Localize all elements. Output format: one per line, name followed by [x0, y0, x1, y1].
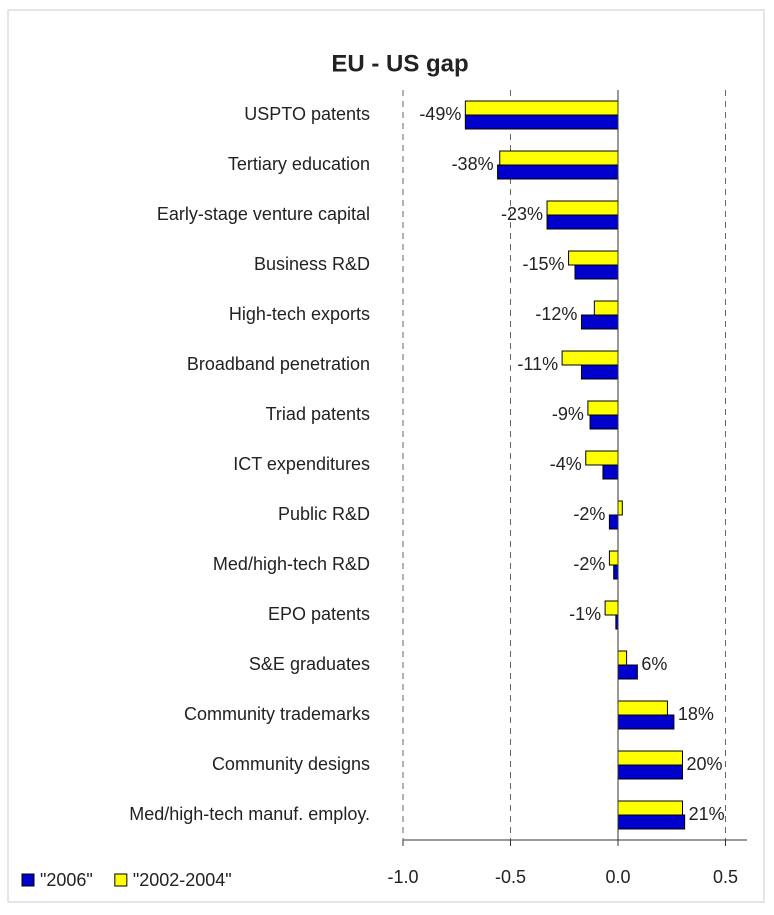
chart-border: [7, 9, 765, 903]
bar: [617, 764, 683, 780]
y-tick-label: Community designs: [212, 754, 370, 774]
bar: [617, 800, 683, 816]
x-tick-label: -1.0: [387, 867, 418, 887]
bar: [499, 150, 619, 166]
bar: [617, 500, 623, 516]
y-tick-label: Med/high-tech R&D: [213, 554, 370, 574]
bar: [580, 314, 619, 330]
gap-label: -11%: [517, 354, 558, 374]
x-tick-label: 0.0: [605, 867, 630, 887]
y-tick-label: Tertiary education: [228, 154, 370, 174]
bar: [568, 250, 619, 266]
bar: [464, 114, 619, 130]
gap-label: -4%: [550, 454, 582, 474]
bar: [574, 264, 619, 280]
bar: [617, 664, 638, 680]
bar: [608, 550, 619, 566]
y-tick-label: Community trademarks: [184, 704, 370, 724]
y-tick-label: Med/high-tech manuf. employ.: [129, 804, 370, 824]
y-tick-label: Early-stage venture capital: [157, 204, 370, 224]
gap-label: 18%: [678, 704, 714, 724]
bar: [497, 164, 619, 180]
bar: [580, 364, 619, 380]
bar: [617, 700, 668, 716]
bar: [617, 814, 686, 830]
gap-label: -2%: [573, 504, 605, 524]
x-tick-label: -0.5: [495, 867, 526, 887]
y-tick-label: Triad patents: [266, 404, 370, 424]
bar: [561, 350, 619, 366]
legend-label: "2006": [40, 870, 93, 890]
bar: [617, 650, 628, 666]
bar: [602, 464, 619, 480]
bar: [546, 214, 619, 230]
gap-label: -38%: [452, 154, 494, 174]
y-tick-label: EPO patents: [268, 604, 370, 624]
gap-label: 20%: [687, 754, 723, 774]
bar: [617, 750, 683, 766]
gap-label: -9%: [552, 404, 584, 424]
bar: [617, 714, 675, 730]
gap-label: -23%: [501, 204, 543, 224]
y-tick-label: Business R&D: [254, 254, 370, 274]
y-tick-label: USPTO patents: [244, 104, 370, 124]
bar: [613, 564, 619, 580]
y-tick-label: ICT expenditures: [233, 454, 370, 474]
gap-label: -15%: [523, 254, 565, 274]
chart-title: EU - US gap: [331, 50, 468, 77]
legend-swatch: [114, 873, 128, 887]
y-tick-label: High-tech exports: [229, 304, 370, 324]
y-tick-label: Broadband penetration: [187, 354, 370, 374]
bar: [593, 300, 619, 316]
y-tick-label: Public R&D: [278, 504, 370, 524]
gap-label: 6%: [641, 654, 667, 674]
gap-label: 21%: [689, 804, 725, 824]
bar: [546, 200, 619, 216]
bar: [608, 514, 619, 530]
bar: [464, 100, 619, 116]
legend-label: "2002-2004": [133, 870, 232, 890]
bar: [585, 450, 619, 466]
bar: [589, 414, 619, 430]
gap-label: -2%: [573, 554, 605, 574]
gap-label: -1%: [569, 604, 601, 624]
legend-swatch: [21, 873, 35, 887]
gap-label: -12%: [535, 304, 577, 324]
bar: [587, 400, 619, 416]
gap-label: -49%: [419, 104, 461, 124]
y-tick-label: S&E graduates: [249, 654, 370, 674]
x-tick-label: 0.5: [713, 867, 738, 887]
bar: [604, 600, 619, 616]
